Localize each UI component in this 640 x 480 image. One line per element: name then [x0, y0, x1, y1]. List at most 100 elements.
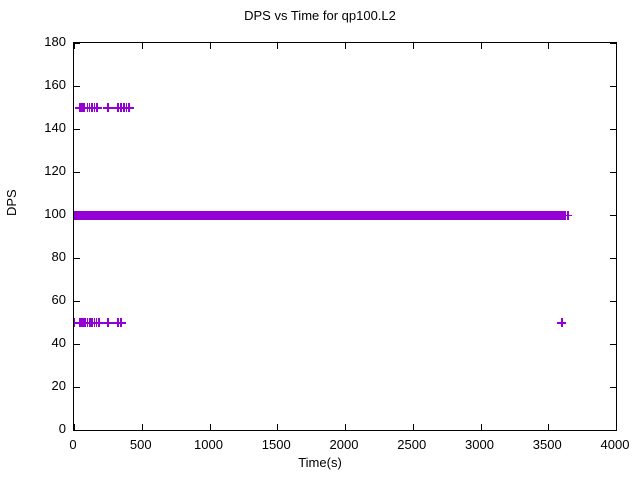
data-point	[124, 103, 134, 112]
data-point	[112, 318, 122, 327]
x-tick-mark	[480, 424, 482, 430]
data-point	[116, 103, 126, 112]
data-point	[103, 103, 113, 112]
y-tick-label: 20	[51, 378, 66, 393]
x-tick-label: 3000	[465, 437, 494, 452]
data-point	[82, 103, 92, 112]
y-tick-label: 40	[51, 335, 66, 350]
x-tick-mark-top	[209, 43, 211, 49]
x-axis-label: Time(s)	[298, 455, 342, 470]
data-point	[118, 103, 128, 112]
data-point	[76, 103, 86, 112]
data-point	[87, 103, 97, 112]
x-tick-mark-top	[74, 43, 75, 49]
data-point	[77, 103, 87, 112]
y-tick-mark-right	[610, 344, 616, 345]
data-point	[87, 318, 97, 327]
plot-inner	[74, 43, 616, 430]
x-tick-label: 2500	[397, 437, 427, 452]
y-tick-label: 0	[58, 421, 66, 436]
data-point	[75, 103, 85, 112]
y-tick-label: 100	[44, 206, 66, 221]
data-point	[91, 103, 101, 112]
y-tick-mark-right	[610, 86, 616, 87]
data-point	[84, 103, 94, 112]
data-point	[78, 103, 88, 112]
data-point	[86, 318, 96, 327]
y-tick-mark-right	[610, 258, 616, 259]
y-tick-mark	[74, 172, 80, 173]
y-tick-mark	[74, 301, 80, 302]
x-tick-mark-top	[277, 43, 279, 49]
y-tick-mark-right	[610, 301, 616, 302]
data-point	[115, 103, 125, 112]
x-tick-label: 1500	[261, 437, 291, 452]
x-tick-label: 2000	[329, 437, 359, 452]
data-point	[112, 103, 122, 112]
data-point	[113, 103, 123, 112]
y-tick-mark	[74, 344, 80, 345]
y-tick-mark-right	[610, 43, 616, 44]
data-point	[113, 318, 123, 327]
data-point	[74, 318, 84, 327]
y-tick-label: 120	[44, 163, 66, 178]
x-tick-mark-top	[141, 43, 143, 49]
data-point	[89, 318, 99, 327]
data-point	[94, 318, 104, 327]
data-point	[115, 318, 125, 327]
x-tick-mark	[141, 424, 143, 430]
data-point	[93, 318, 103, 327]
y-tick-label: 80	[51, 249, 66, 264]
y-tick-mark-right	[610, 387, 616, 388]
data-point	[89, 103, 99, 112]
data-point	[80, 318, 90, 327]
data-point	[86, 103, 96, 112]
y-tick-label: 160	[44, 77, 66, 92]
data-point	[79, 103, 89, 112]
data-point	[102, 103, 112, 112]
x-tick-mark	[412, 424, 414, 430]
y-tick-mark-right	[610, 215, 616, 216]
data-point	[91, 318, 101, 327]
y-axis-label: DPS	[4, 189, 19, 216]
data-point	[78, 318, 88, 327]
x-tick-label: 1000	[194, 437, 223, 452]
chart-title: DPS vs Time for qp100.L2	[244, 8, 396, 23]
x-tick-label: 4000	[600, 437, 630, 452]
data-point	[557, 318, 567, 327]
x-tick-label: 3500	[532, 437, 562, 452]
data-point	[102, 318, 112, 327]
x-tick-label: 0	[69, 437, 77, 452]
x-tick-mark	[345, 424, 346, 430]
data-point	[116, 318, 126, 327]
data-point	[77, 318, 87, 327]
x-tick-mark-top	[480, 43, 482, 49]
data-point	[74, 318, 79, 327]
plot-area	[73, 42, 617, 431]
x-tick-label: 500	[129, 437, 152, 452]
y-tick-mark-right	[610, 129, 616, 130]
data-point	[92, 103, 102, 112]
x-tick-mark	[548, 424, 550, 430]
y-tick-mark	[74, 86, 80, 87]
x-tick-mark	[209, 424, 211, 430]
data-point	[121, 103, 131, 112]
y-tick-label: 60	[51, 292, 66, 307]
x-tick-mark-top	[548, 43, 550, 49]
y-tick-label: 140	[44, 120, 66, 135]
y-tick-mark	[74, 387, 80, 388]
x-tick-mark	[74, 424, 75, 430]
y-tick-mark	[74, 258, 80, 259]
x-tick-mark-top	[345, 43, 346, 49]
x-tick-mark	[277, 424, 279, 430]
data-point	[85, 318, 95, 327]
data-point	[119, 103, 129, 112]
y-tick-label: 180	[44, 34, 66, 49]
x-tick-mark-top	[412, 43, 414, 49]
data-point	[75, 318, 85, 327]
y-tick-mark	[74, 43, 80, 44]
y-tick-mark-right	[610, 172, 616, 173]
data-point	[123, 103, 133, 112]
data-point	[74, 103, 84, 112]
